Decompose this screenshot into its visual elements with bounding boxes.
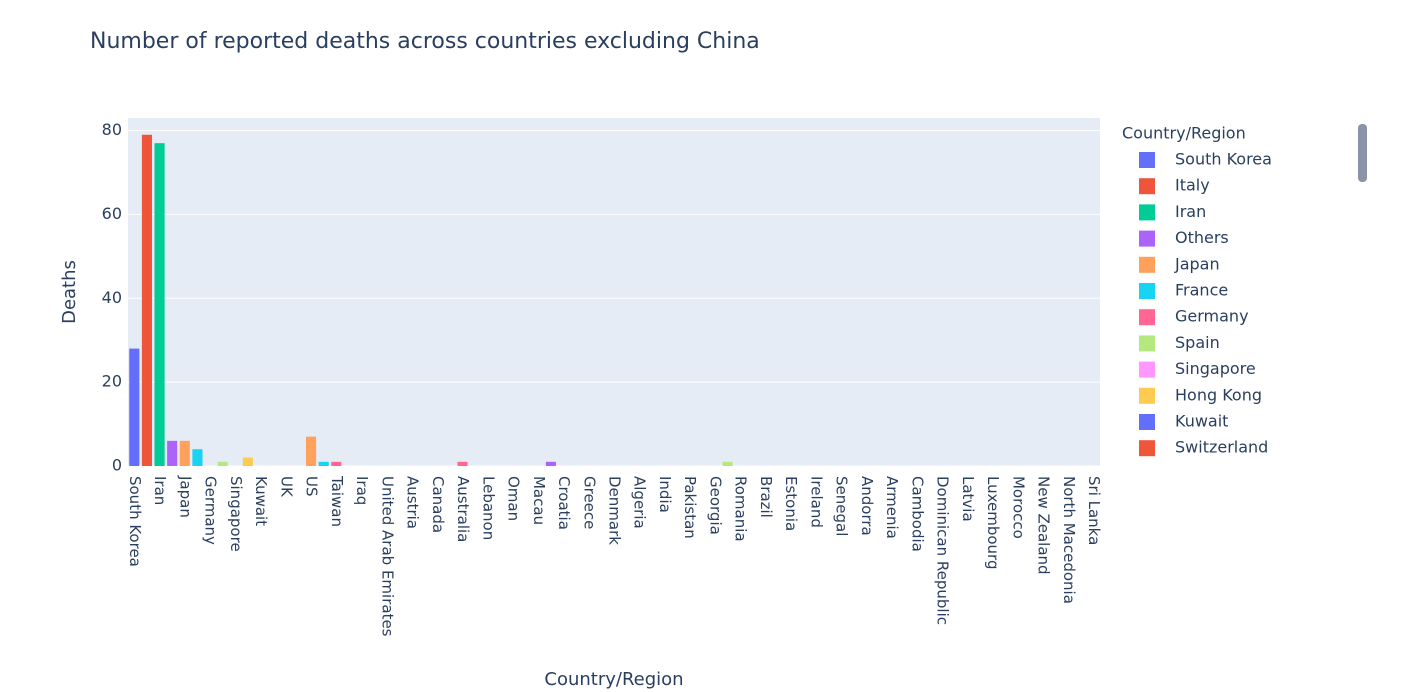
y-tick-label: 80 <box>102 120 122 139</box>
x-tick-label: Iraq <box>353 476 371 505</box>
y-tick-label: 40 <box>102 288 122 307</box>
legend-label: Iran <box>1175 202 1206 221</box>
legend-label: Italy <box>1175 176 1210 195</box>
bar <box>305 436 317 466</box>
x-tick-label: Algeria <box>631 476 649 529</box>
x-tick-label: Romania <box>732 476 750 542</box>
legend-swatch <box>1139 178 1155 195</box>
legend-scrollbar[interactable] <box>1358 124 1367 182</box>
plot-area <box>128 118 1100 466</box>
bar <box>457 461 468 466</box>
legend-label: Switzerland <box>1175 438 1268 457</box>
legend-label: France <box>1175 281 1228 300</box>
bar <box>217 461 228 466</box>
legend-swatch <box>1139 361 1155 378</box>
x-tick-label: Sri Lanka <box>1085 476 1103 545</box>
x-tick-label: South Korea <box>126 476 144 567</box>
x-tick-label: Morocco <box>1009 476 1027 539</box>
x-tick-label: Japan <box>176 475 194 518</box>
x-tick-label: Senegal <box>833 476 851 536</box>
legend-swatch <box>1139 335 1155 352</box>
legend-swatch <box>1139 283 1155 299</box>
legend-label: South Korea <box>1175 150 1272 169</box>
x-tick-label: Cambodia <box>908 476 926 552</box>
bar <box>129 348 140 466</box>
legend-swatch <box>1139 387 1155 404</box>
y-tick-label: 20 <box>102 372 122 391</box>
legend-swatch <box>1139 230 1155 247</box>
bar <box>242 457 253 466</box>
legend-swatch <box>1139 309 1155 326</box>
x-tick-label: Ireland <box>807 476 825 528</box>
x-tick-label: Georgia <box>706 476 724 535</box>
legend-label: Singapore <box>1175 359 1256 378</box>
x-tick-label: Denmark <box>606 476 624 545</box>
bar <box>141 134 152 466</box>
x-tick-label: Australia <box>454 476 472 542</box>
x-tick-label: Armenia <box>883 476 901 539</box>
bar <box>318 461 329 466</box>
x-tick-label: Greece <box>580 476 598 529</box>
bar <box>722 461 733 466</box>
legend-label: Japan <box>1174 254 1220 273</box>
x-tick-label: India <box>656 476 674 513</box>
y-axis-title: Deaths <box>59 260 80 324</box>
legend-swatch <box>1139 204 1155 221</box>
legend-label: Hong Kong <box>1175 385 1262 404</box>
legend-label: Others <box>1175 228 1229 247</box>
x-axis-title: Country/Region <box>544 669 683 690</box>
bar <box>192 449 203 466</box>
x-tick-label: Germany <box>202 476 220 545</box>
x-tick-label: Andorra <box>858 476 876 536</box>
x-tick-label: Dominican Republic <box>934 476 952 625</box>
bar <box>179 440 190 466</box>
x-tick-label: Iran <box>151 476 169 505</box>
x-tick-label: Oman <box>505 476 523 521</box>
legend-swatch <box>1139 414 1155 430</box>
x-tick-label: New Zealand <box>1035 476 1053 575</box>
chart-title: Number of reported deaths across countri… <box>90 29 760 54</box>
x-tick-label: Singapore <box>227 476 245 552</box>
legend-label: Kuwait <box>1175 412 1228 431</box>
x-tick-label: Brazil <box>757 476 775 518</box>
x-tick-label: Taiwan <box>328 475 346 527</box>
x-tick-label: United Arab Emirates <box>378 476 396 637</box>
x-tick-label: Kuwait <box>252 476 270 526</box>
x-tick-label: Latvia <box>959 476 977 522</box>
x-tick-label: Austria <box>404 476 422 529</box>
x-tick-label: Pakistan <box>681 476 699 539</box>
bar <box>331 461 342 466</box>
legend-label: Spain <box>1175 333 1220 352</box>
legend-label: Germany <box>1175 307 1249 326</box>
legend-swatch <box>1139 440 1155 457</box>
x-tick-label: Luxembourg <box>984 476 1002 570</box>
x-tick-label: Estonia <box>782 476 800 531</box>
bar <box>167 440 178 466</box>
x-tick-label: UK <box>277 476 295 498</box>
legend-swatch <box>1139 152 1155 168</box>
bar <box>545 461 556 466</box>
bar <box>154 143 165 467</box>
y-tick-label: 60 <box>102 204 122 223</box>
legend-swatch <box>1139 256 1155 273</box>
x-tick-label: Croatia <box>555 476 573 530</box>
legend-title: Country/Region <box>1122 124 1246 143</box>
x-tick-label: Lebanon <box>479 476 497 540</box>
y-tick-label: 0 <box>112 456 122 475</box>
x-tick-label: Canada <box>429 476 447 533</box>
x-tick-label: Macau <box>530 476 548 525</box>
x-tick-label: US <box>303 476 321 497</box>
x-tick-label: North Macedonia <box>1060 476 1078 604</box>
